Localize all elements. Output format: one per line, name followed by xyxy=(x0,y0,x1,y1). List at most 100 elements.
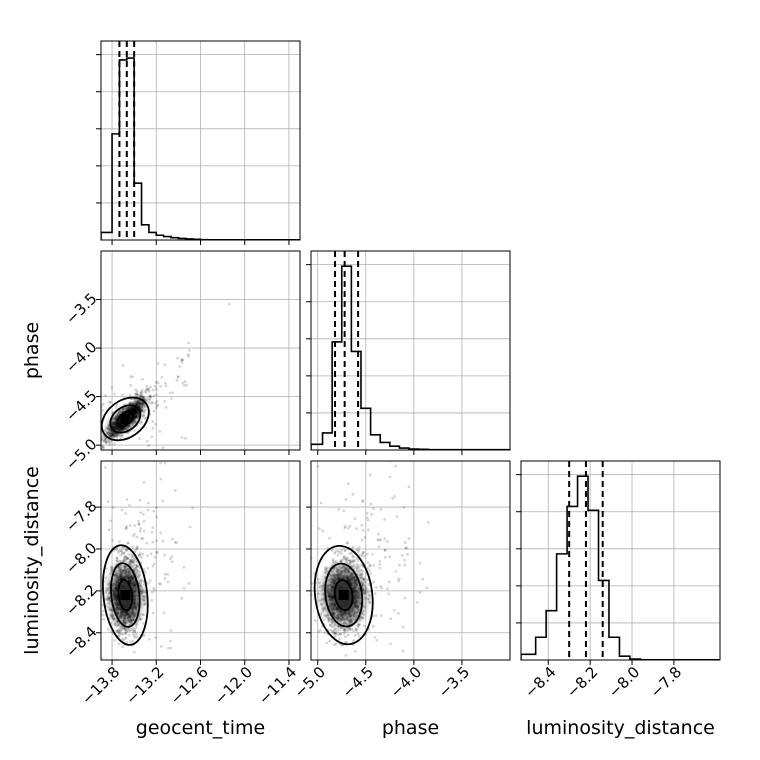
scatter-point xyxy=(361,551,365,555)
scatter-point xyxy=(146,566,150,570)
scatter-point xyxy=(142,513,145,516)
scatter-point xyxy=(418,590,422,594)
scatter-point xyxy=(147,637,151,641)
scatter-point xyxy=(365,511,369,515)
scatter-point xyxy=(339,632,343,636)
scatter-point xyxy=(389,617,393,621)
scatter-point xyxy=(141,394,145,398)
scatter-point xyxy=(108,443,112,447)
scatter-point xyxy=(191,506,194,510)
scatter-point xyxy=(180,358,183,362)
panel-content xyxy=(311,251,510,450)
scatter-point xyxy=(115,630,119,633)
scatter-point xyxy=(104,437,107,441)
panel-content xyxy=(101,41,300,240)
scatter-point xyxy=(362,554,366,558)
scatter-point xyxy=(146,554,149,558)
scatter-point xyxy=(104,441,108,445)
scatter-point xyxy=(119,549,123,553)
scatter-point xyxy=(107,400,111,404)
scatter-point xyxy=(379,614,383,618)
scatter-point xyxy=(131,555,135,559)
scatter-point xyxy=(363,535,367,539)
scatter-point xyxy=(357,545,361,549)
scatter-point xyxy=(133,636,137,639)
scatter-point xyxy=(157,582,161,585)
scatter-point xyxy=(401,625,405,629)
scatter-point xyxy=(343,549,347,553)
scatter-point xyxy=(119,633,123,636)
scatter-point xyxy=(153,555,157,559)
scatter-point xyxy=(135,545,139,549)
scatter-point xyxy=(102,609,106,613)
scatter-point xyxy=(101,603,104,607)
panel-frame xyxy=(310,250,511,451)
scatter-point xyxy=(360,523,364,527)
scatter-point xyxy=(117,642,121,646)
scatter-point xyxy=(127,553,130,556)
scatter-point xyxy=(334,550,338,553)
scatter-point xyxy=(393,494,396,498)
scatter-point xyxy=(131,639,135,643)
scatter-point xyxy=(354,629,358,633)
scatter-point xyxy=(331,629,335,633)
scatter-point xyxy=(111,539,114,542)
scatter-point xyxy=(183,380,187,383)
scatter-point xyxy=(378,566,381,570)
scatter-point xyxy=(370,512,374,516)
x-axis-label: luminosity_distance xyxy=(526,717,715,739)
scatter-point xyxy=(142,622,145,625)
scatter-point xyxy=(343,525,347,528)
scatter-point xyxy=(379,537,382,541)
scatter-point xyxy=(344,497,348,501)
scatter-point xyxy=(311,581,314,585)
scatter-point xyxy=(120,549,124,553)
scatter-point xyxy=(163,577,167,580)
scatter-point xyxy=(145,384,149,388)
scatter-point xyxy=(343,526,347,530)
scatter-point xyxy=(139,395,143,398)
scatter-point xyxy=(159,384,163,388)
scatter-point xyxy=(426,521,430,524)
panel-hist-phase xyxy=(306,250,511,455)
panel-content xyxy=(101,302,231,450)
scatter-point xyxy=(148,394,152,398)
scatter-point xyxy=(120,546,124,550)
scatter-point xyxy=(353,517,357,520)
scatter-point xyxy=(125,556,129,559)
scatter-point xyxy=(181,358,185,362)
scatter-point xyxy=(154,636,158,640)
scatter-point xyxy=(403,596,407,600)
scatter-point xyxy=(321,529,325,533)
scatter-point xyxy=(142,529,146,533)
scatter-point xyxy=(345,556,349,559)
scatter-point xyxy=(148,398,152,402)
scatter-point xyxy=(166,646,170,650)
scatter-point xyxy=(154,401,157,405)
scatter-point xyxy=(152,509,156,513)
scatter-point xyxy=(347,482,350,485)
scatter-point xyxy=(314,619,317,623)
scatter-point xyxy=(366,528,370,532)
scatter-point xyxy=(132,557,136,561)
scatter-point xyxy=(101,402,105,406)
scatter-point xyxy=(120,637,124,641)
scatter-point xyxy=(143,390,147,393)
scatter-point xyxy=(373,592,377,596)
scatter-point xyxy=(361,528,365,532)
scatter-point xyxy=(342,509,346,513)
scatter-point xyxy=(156,403,159,407)
scatter-point xyxy=(136,393,139,396)
scatter-point xyxy=(351,639,355,643)
scatter-point xyxy=(116,628,120,632)
scatter-point xyxy=(163,553,166,557)
scatter-point xyxy=(124,632,127,635)
scatter-point xyxy=(129,375,133,378)
scatter-point xyxy=(333,632,336,635)
contour-level-2 xyxy=(109,404,142,434)
scatter-point xyxy=(372,580,376,584)
scatter-point xyxy=(149,395,153,399)
scatter-point xyxy=(356,559,360,562)
scatter-point xyxy=(150,435,154,439)
